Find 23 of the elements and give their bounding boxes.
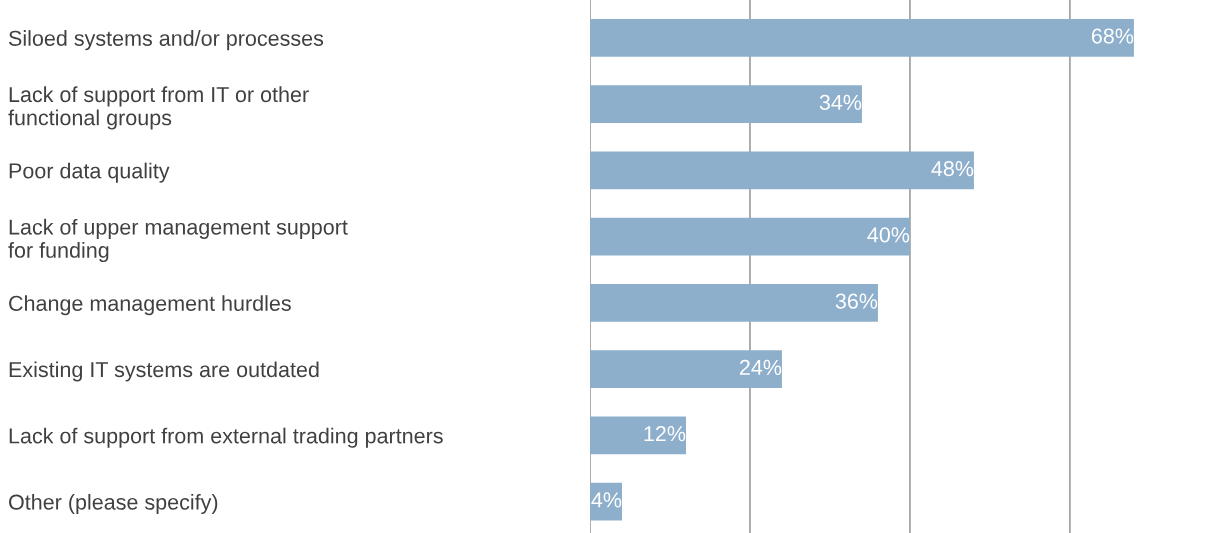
y-tick-label: Poor data quality (9, 162, 170, 183)
y-tick-label: Lack of support from external trading partners (9, 427, 443, 448)
data-label: 36% (835, 293, 878, 309)
bar (590, 19, 1134, 57)
data-label: 24% (739, 359, 782, 375)
data-label: 4% (591, 492, 622, 508)
bar (590, 85, 862, 124)
data-label: 12% (644, 426, 686, 442)
data-label: 68% (1091, 28, 1134, 44)
bar (590, 284, 878, 322)
bar (590, 350, 782, 389)
bar (590, 217, 910, 256)
data-label: 48% (931, 160, 974, 177)
y-tick-label: Existing IT systems are outdated (9, 361, 319, 382)
data-label: 40% (867, 227, 910, 243)
bar (590, 416, 686, 455)
bar (590, 151, 974, 190)
y-tick-label: Lack of support from IT or other functional groups (8, 86, 309, 130)
y-tick-label: Other (please specify) (9, 493, 218, 515)
y-tick-label: Siloed systems and/or processes (8, 30, 324, 51)
y-tick-label: Lack of upper management support for funding (8, 218, 348, 263)
y-tick-label: Change management hurdles (9, 295, 291, 316)
data-label: 34% (819, 94, 862, 110)
